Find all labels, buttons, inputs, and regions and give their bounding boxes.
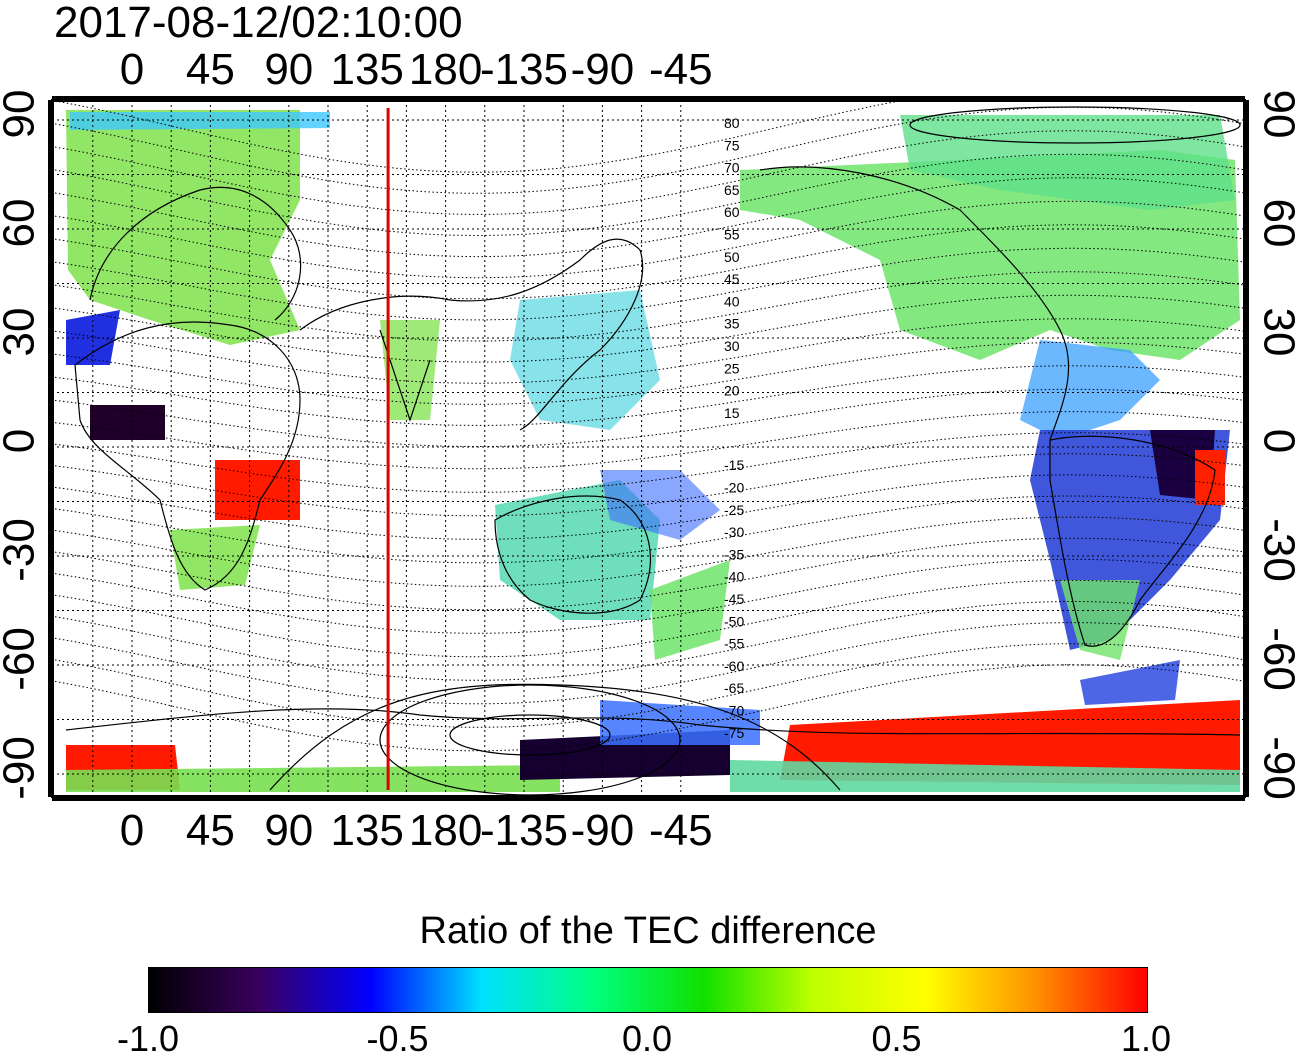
- x-tick-label: 0: [120, 45, 144, 94]
- tec-patch-africa-dark: [90, 405, 165, 440]
- y-tick-label: -90: [1254, 736, 1296, 800]
- y-tick-label: 30: [0, 308, 44, 357]
- contour-label: -35: [724, 546, 744, 562]
- y-tick-label: 60: [1254, 199, 1296, 248]
- tec-patch-antarctic-blue-right: [1080, 660, 1180, 705]
- x-tick-label: -45: [649, 806, 713, 855]
- x-tick-label: 135: [330, 45, 403, 94]
- tec-patch-europe: [66, 110, 300, 345]
- y-tick-label: -30: [0, 518, 44, 582]
- x-tick-label: -90: [571, 806, 635, 855]
- contour-label: -25: [724, 502, 744, 518]
- y-tick-label: -30: [1254, 518, 1296, 582]
- x-tick-label: -45: [649, 45, 713, 94]
- x-tick-label: -135: [480, 45, 568, 94]
- contour-label: 80: [724, 115, 740, 131]
- colorbar-tick-label: 0.5: [871, 1018, 922, 1059]
- contour-label: 50: [724, 249, 740, 265]
- tec-patch-antarctic-green: [66, 765, 560, 792]
- y-tick-label: -60: [0, 627, 44, 691]
- tec-patch-africa-red: [215, 460, 300, 520]
- y-axis-right-ticks: 90 60 30 0 -30 -60 -90: [1254, 90, 1296, 800]
- tec-patch-na-east: [1020, 340, 1160, 440]
- colorbar-tick-label: -0.5: [366, 1018, 429, 1059]
- contour-label: 15: [724, 405, 740, 421]
- timestamp-title: 2017-08-12/02:10:00: [54, 0, 463, 47]
- x-tick-label: 90: [264, 806, 313, 855]
- tec-patch-nz: [650, 560, 730, 660]
- contour-label: -45: [724, 591, 744, 607]
- x-axis-bottom-ticks: 0 45 90 135 180-135 -90 -45: [120, 806, 713, 855]
- tec-patch-arctic-na: [900, 115, 1235, 210]
- tec-patch-arctic-blue: [70, 112, 330, 130]
- contour-label: -70: [724, 703, 744, 719]
- contour-labels: 80 75 70 65 60 55 50 45 40 35 30 25 20 15 -15 -20 -25 -30…: [724, 115, 744, 741]
- x-tick-label: 180: [409, 45, 482, 94]
- polar-contours: [269, 106, 1241, 796]
- tec-patch-sa-south: [1060, 580, 1140, 660]
- contour-label: -55: [724, 636, 744, 652]
- colorbar-title: Ratio of the TEC difference: [419, 910, 877, 952]
- contour-label: -60: [724, 658, 744, 674]
- y-tick-label: 30: [1254, 308, 1296, 357]
- tec-patch-asia: [510, 290, 660, 430]
- right-border-bar: [1243, 100, 1249, 797]
- x-tick-label: -135: [480, 806, 568, 855]
- tec-patch-pacific-blue: [600, 470, 720, 540]
- tec-patch-south-africa: [170, 525, 260, 590]
- contour-label: 65: [724, 182, 740, 198]
- contour-label: -40: [724, 569, 744, 585]
- contour-label: 60: [724, 204, 740, 220]
- y-tick-label: -60: [1254, 627, 1296, 691]
- y-tick-label: 90: [1254, 90, 1296, 139]
- x-tick-label: 90: [264, 45, 313, 94]
- tec-map: 80 75 70 65 60 55 50 45 40 35 30 25 20 15 -15 -20 -25 -30…: [0, 45, 1296, 855]
- y-tick-label: 90: [0, 90, 44, 139]
- contour-label: 30: [724, 338, 740, 354]
- coastlines: [65, 166, 1241, 736]
- contour-label: -50: [724, 613, 744, 629]
- top-border-bar: [52, 96, 1245, 102]
- y-tick-label: 0: [1254, 429, 1296, 453]
- contour-label: 20: [724, 383, 740, 399]
- x-tick-label: 180: [409, 806, 482, 855]
- colorbar-tick-label: -1.0: [116, 1018, 180, 1059]
- contour-label: 25: [724, 360, 740, 376]
- tec-patch-antarctic-green-right: [730, 760, 1240, 792]
- contour-label: -65: [724, 680, 744, 696]
- contour-label: -30: [724, 524, 744, 540]
- contour-label: -20: [724, 480, 744, 496]
- y-tick-label: -90: [0, 736, 44, 800]
- contour-label: 70: [724, 160, 740, 176]
- contour-label: -75: [724, 725, 744, 741]
- y-tick-label: 60: [0, 199, 44, 248]
- colorbar-tick-label: 0.0: [621, 1018, 673, 1059]
- bottom-border-bar: [52, 795, 1245, 801]
- y-axis-left-ticks: 90 60 30 0 -30 -60 -90: [0, 90, 44, 800]
- x-tick-label: 45: [186, 45, 235, 94]
- x-tick-label: 0: [120, 806, 144, 855]
- y-tick-label: 0: [0, 429, 44, 453]
- x-tick-label: -90: [571, 45, 635, 94]
- tec-patch-india: [380, 320, 440, 420]
- colorbar-tick-label: 1.0: [1120, 1018, 1172, 1059]
- contour-label: -15: [724, 457, 744, 473]
- x-axis-top-ticks: 0 45 90 135 180-135 -90 -45: [120, 45, 713, 94]
- x-tick-label: 45: [186, 806, 235, 855]
- geomagnetic-contours: [54, 100, 1245, 752]
- x-tick-label: 135: [330, 806, 403, 855]
- colorbar: [148, 967, 1148, 1013]
- contour-label: 35: [724, 316, 740, 332]
- contour-label: 75: [724, 137, 740, 153]
- contour-label: 55: [724, 227, 740, 243]
- tec-patch-sa-red: [1195, 450, 1225, 505]
- contour-label: 45: [724, 271, 740, 287]
- contour-label: 40: [724, 293, 740, 309]
- left-border-bar: [48, 100, 54, 797]
